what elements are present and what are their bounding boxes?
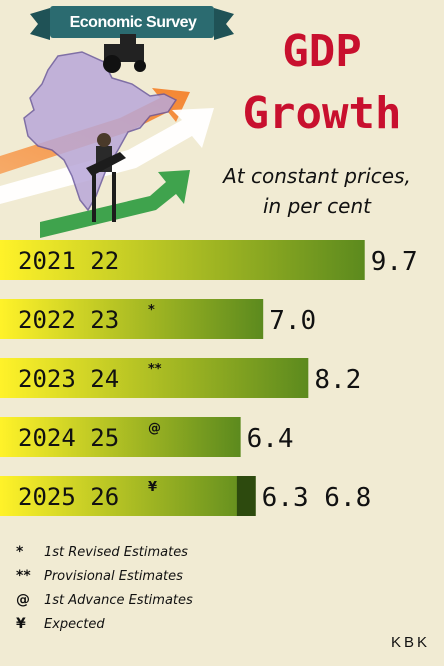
bar-2023-24 — [0, 358, 309, 398]
bar-2024-25 — [0, 417, 241, 457]
green-trend-arrow — [40, 170, 190, 238]
bar-2021-22 — [0, 240, 365, 280]
bar-2022-23 — [0, 299, 264, 339]
footnote-mark: ** — [16, 568, 31, 584]
footnote-text: 1st Revised Estimates — [44, 544, 188, 560]
footnote-mark: ¥ — [16, 616, 26, 632]
category-footnote-mark: * — [148, 303, 155, 318]
footnote-mark: @ — [16, 592, 30, 608]
chart-subtitle-line2: in per cent — [263, 194, 371, 218]
value-label: 7.0 — [269, 306, 316, 336]
footnote-item: ** Provisional Estimates — [16, 564, 316, 588]
category-footnote-mark: @ — [148, 421, 161, 436]
bar-2025-26 — [0, 476, 256, 516]
footnotes: * 1st Revised Estimates ** Provisional E… — [16, 540, 316, 636]
value-label: 6.4 — [247, 424, 294, 454]
category-footnote-mark: ** — [148, 362, 162, 377]
footnote-text: Expected — [44, 616, 105, 632]
category-label: 2024 25 — [18, 424, 119, 452]
india-map-icon — [23, 51, 178, 212]
footnote-item: ¥ Expected — [16, 612, 316, 636]
value-label: 8.2 — [314, 365, 361, 395]
footnote-mark: * — [16, 544, 24, 560]
header-illustration — [0, 6, 234, 238]
footnote-text: Provisional Estimates — [44, 568, 183, 584]
chart-title-line2: Growth — [242, 88, 402, 139]
category-label: 2022 23 — [18, 306, 119, 334]
tractor-icon — [103, 34, 146, 73]
footnote-item: * 1st Revised Estimates — [16, 540, 316, 564]
chart-title-line1: GDP — [282, 26, 362, 77]
bar-range-segment — [236, 476, 256, 516]
banner-title: Economic Survey — [69, 14, 197, 31]
farmer-figure-icon — [86, 133, 126, 222]
artist-credit: KBK — [390, 634, 430, 651]
value-label: 6.3 6.8 — [262, 483, 372, 513]
chart-subtitle-line1: At constant prices, — [223, 164, 411, 188]
category-footnote-mark: ¥ — [148, 480, 157, 495]
category-label: 2025 26 — [18, 483, 119, 511]
footnote-item: @ 1st Advance Estimates — [16, 588, 316, 612]
economic-survey-banner — [30, 6, 234, 40]
value-label: 9.7 — [371, 247, 418, 277]
category-label: 2023 24 — [18, 365, 119, 393]
category-label: 2021 22 — [18, 247, 119, 275]
footnote-text: 1st Advance Estimates — [44, 592, 193, 608]
